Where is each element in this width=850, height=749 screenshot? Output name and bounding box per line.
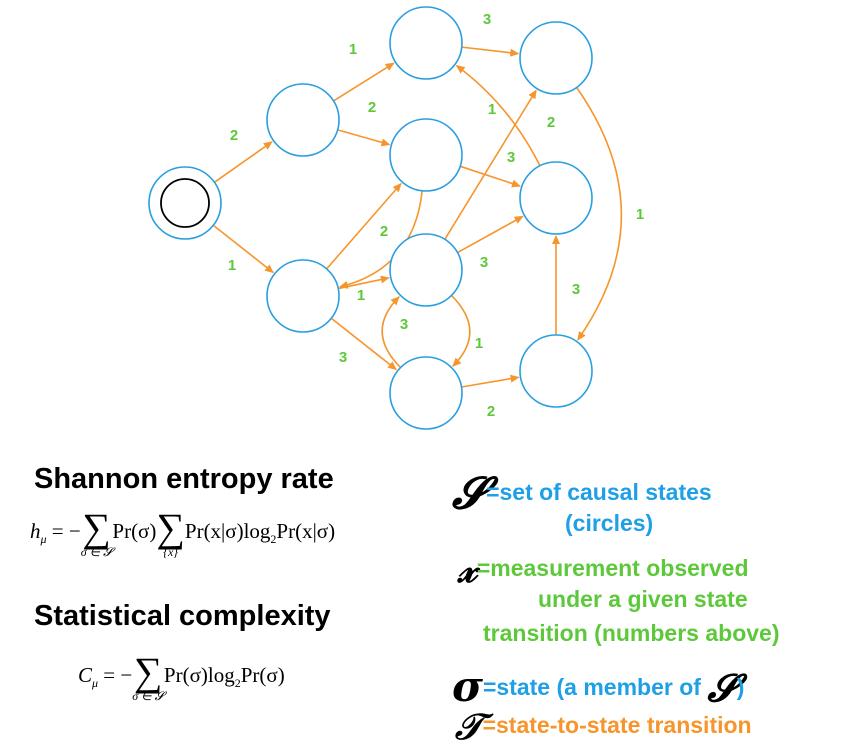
legend-measurement-line-2: under a given state	[538, 586, 748, 612]
transition-h-g	[381, 296, 402, 369]
measurement-label-i-d: 2	[547, 114, 555, 131]
causal-states	[148, 6, 593, 430]
complexity-eq: = −	[98, 662, 133, 687]
causal-state-a	[148, 166, 222, 240]
legend-measurement: 𝓍=measurement observed	[458, 545, 749, 592]
transition-g-e	[444, 89, 537, 240]
entropy-sum-measurements-index: {x}	[163, 545, 179, 559]
measurement-label-j-i: 3	[572, 281, 580, 298]
measurement-label-b-d: 1	[349, 41, 357, 58]
entropy-term-2: Pr(x|σ)log	[184, 518, 271, 543]
legend-state: σ=state (a member of 𝓢)	[452, 662, 744, 711]
state-member-symbol: 𝓢	[707, 665, 737, 710]
entropy-formula: hμ = − ∑ σ ∈ 𝓢 Pr(σ) ∑ {x} Pr(x|σ)log2Pr(x|σ)	[30, 505, 336, 559]
transition-g-h	[450, 294, 471, 367]
transition-d-e	[461, 46, 520, 57]
measurement-label-f-i: 3	[507, 149, 515, 166]
entropy-log-base: 2	[270, 532, 277, 546]
state-symbol: σ	[452, 662, 483, 711]
legend-measurement-line-3: transition (numbers above)	[483, 620, 780, 646]
state-text: =state (a member of	[482, 674, 701, 700]
transition-e-j	[575, 87, 623, 341]
measurement-label-g-h: 3	[400, 316, 408, 333]
legend-states-line-2: (circles)	[565, 510, 654, 536]
legend-transition: 𝒯=state-to-state transition	[455, 706, 752, 749]
measurement-label-c-f: 2	[380, 223, 388, 240]
state-close-paren: )	[736, 674, 745, 700]
measurement-label-h-g: 1	[475, 335, 483, 352]
transition-symbol: 𝒯	[455, 706, 483, 748]
measurement-label-b-f: 2	[368, 99, 376, 116]
causal-state-g	[389, 233, 463, 307]
causal-state-j	[519, 334, 593, 408]
transition-a-c	[212, 224, 274, 274]
measurement-text: =measurement observed	[476, 555, 749, 581]
measurement-label-c-h: 3	[339, 349, 347, 366]
causal-state-d	[389, 6, 463, 80]
entropy-term-3: Pr(x|σ)	[276, 518, 336, 543]
states-text: =set of causal states	[486, 479, 712, 505]
measurement-labels: 2 1 1 2 3 2 1 3 3 3 1 3 1 2 1 2 3	[228, 11, 644, 420]
entropy-sum-measurements: ∑ {x}	[156, 505, 185, 559]
entropy-lhs-sub: μ	[40, 532, 47, 546]
complexity-lhs-sub: μ	[92, 676, 99, 690]
transition-c-h	[330, 317, 397, 371]
measurement-label-h-j: 2	[487, 403, 495, 420]
entropy-sum-states: ∑ σ ∈ 𝓢	[80, 505, 113, 559]
complexity-term-2: Pr(σ)	[240, 662, 285, 687]
measurement-label-a-b: 2	[230, 127, 238, 144]
causal-state-c	[266, 259, 340, 333]
start-state-inner-ring	[160, 178, 210, 228]
causal-state-b	[266, 83, 340, 157]
causal-state-i	[519, 161, 593, 235]
entropy-lhs: h	[30, 518, 41, 543]
complexity-formula: Cμ = − ∑ σ ∈ 𝓢 Pr(σ)log2Pr(σ)	[78, 649, 285, 703]
transition-a-b	[213, 141, 273, 183]
measurement-label-c-g: 1	[357, 287, 365, 304]
states-symbol: 𝓢	[452, 468, 487, 519]
transition-c-g	[338, 275, 390, 290]
transition-i-d	[455, 64, 541, 167]
complexity-term-1: Pr(σ)log	[163, 662, 235, 687]
transition-h-j	[461, 374, 520, 388]
measurement-label-g-i: 3	[480, 254, 488, 271]
transition-b-f	[337, 129, 391, 147]
measurement-label-g-e: 1	[488, 101, 496, 118]
measurement-label-d-e: 3	[483, 11, 491, 28]
causal-state-f	[389, 118, 463, 192]
measurement-symbol: 𝓍	[458, 545, 477, 592]
transition-c-f	[326, 182, 402, 270]
complexity-heading: Statistical complexity	[34, 600, 331, 632]
measurement-label-a-c: 1	[228, 257, 236, 274]
complexity-sum-states: ∑ σ ∈ 𝓢	[132, 649, 164, 703]
entropy-sum-states-index: σ ∈ 𝓢	[80, 545, 113, 559]
entropy-eq: = −	[46, 518, 81, 543]
complexity-sum-index: σ ∈ 𝓢	[132, 689, 164, 703]
legend-states: 𝓢=set of causal states	[452, 468, 712, 519]
transition-b-d	[333, 62, 395, 102]
causal-state-h	[389, 356, 463, 430]
state-transition-diagram: 2 1 1 2 3 2 1 3 3 3 1 3 1 2 1 2 3	[148, 6, 644, 430]
measurement-label-e-j: 1	[636, 206, 644, 223]
transition-g-i	[457, 215, 524, 254]
complexity-lhs: C	[78, 662, 93, 687]
entropy-heading: Shannon entropy rate	[34, 463, 334, 495]
transition-text: =state-to-state transition	[482, 712, 752, 738]
entropy-term-1: Pr(σ)	[112, 518, 157, 543]
transition-f-i	[459, 165, 521, 188]
causal-state-e	[519, 21, 593, 95]
complexity-log-base: 2	[234, 676, 241, 690]
